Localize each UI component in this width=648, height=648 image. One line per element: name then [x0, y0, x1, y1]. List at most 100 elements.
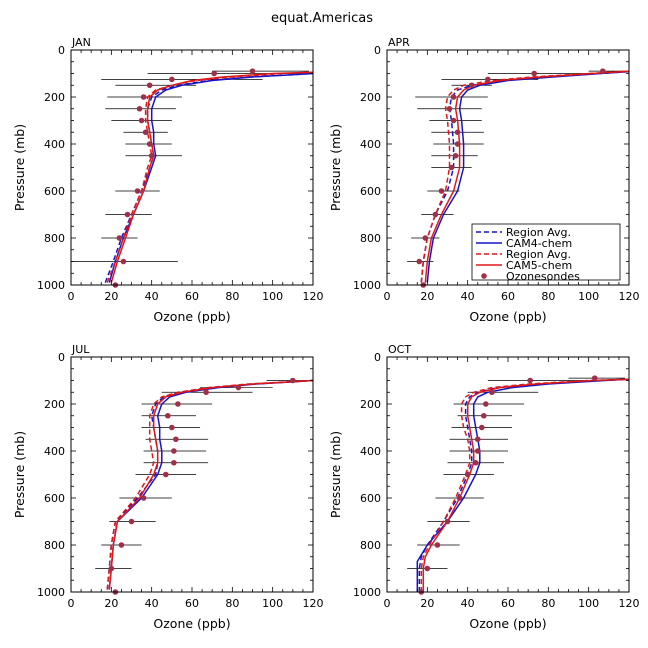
y-tick-label: 200	[360, 398, 381, 411]
y-axis-title: Pressure (mb)	[328, 431, 343, 518]
sonde-point	[173, 436, 179, 443]
sonde-point	[474, 448, 481, 454]
sonde-point	[483, 401, 489, 407]
sonde-point	[235, 384, 242, 391]
chart-panel-apr: 0 20 40 60 80 100 120 0 200 400 600 800 1000 Ozone (p…	[328, 36, 640, 324]
sonde-point	[478, 424, 485, 431]
sonde-point	[175, 401, 181, 407]
sonde-point	[290, 377, 296, 384]
x-axis-title: Ozone (ppb)	[469, 616, 546, 631]
sonde-point	[140, 495, 147, 501]
y-tick-label: 0	[374, 351, 381, 364]
y-axis-title: Pressure (mb)	[12, 124, 27, 211]
sonde-point	[165, 412, 171, 419]
x-tick-label: 20	[104, 290, 118, 303]
sonde-point	[452, 152, 459, 159]
x-tick-label: 80	[225, 597, 239, 610]
series-lines	[416, 378, 629, 592]
series-line-cam5-chem-cam5-chem	[108, 379, 313, 590]
sonde-point	[450, 117, 457, 124]
x-tick-label: 120	[619, 597, 640, 610]
x-tick-label: 60	[185, 290, 199, 303]
sonde-point	[203, 389, 209, 396]
figure-title: equat.Americas	[271, 11, 373, 26]
x-tick-label: 40	[145, 597, 159, 610]
y-tick-label: 200	[360, 91, 381, 104]
y-tick-label: 800	[360, 232, 381, 245]
y-tick-label: 400	[44, 445, 65, 458]
y-tick-label: 200	[44, 398, 65, 411]
sonde-point	[450, 94, 457, 100]
series-line-cam4-chem-cam4-chem	[108, 379, 313, 590]
x-tick-label: 60	[185, 597, 199, 610]
series-line-cam4-chem-cam4-chem	[426, 70, 629, 283]
sonde-point	[424, 565, 431, 572]
x-tick-label: 80	[225, 290, 239, 303]
sonde-point	[171, 448, 177, 454]
x-tick-label: 100	[578, 290, 599, 303]
sonde-point	[169, 424, 175, 431]
series-lines	[106, 379, 313, 590]
sonde-point	[591, 375, 598, 381]
y-tick-label: 600	[360, 492, 381, 505]
x-tick-label: 60	[501, 597, 515, 610]
x-axis-title: Ozone (ppb)	[153, 616, 230, 631]
x-tick-label: 100	[262, 597, 283, 610]
x-tick-label: 120	[619, 290, 640, 303]
series-line-region-avg-cam5-chem	[106, 379, 313, 590]
series-line-cam4-chem-cam4-chem	[108, 72, 313, 283]
ticks: 0 20 40 60 80 100 120 0 200 400 600 800 1000	[37, 44, 324, 303]
chart-panel-jul: 0 20 40 60 80 100 120 0 200 400 600 800 1000 Ozone (p…	[12, 343, 324, 631]
series-line-region-avg-cam5-chem	[420, 378, 629, 592]
x-tick-label: 0	[384, 597, 391, 610]
y-axis-title: Pressure (mb)	[328, 124, 343, 211]
panel-title: JAN	[71, 36, 91, 49]
y-tick-label: 800	[44, 232, 65, 245]
sonde-point	[485, 76, 491, 83]
sonde-point	[249, 68, 256, 74]
sonde-point	[468, 82, 475, 89]
y-tick-label: 0	[58, 44, 65, 57]
series-line-region-avg-cam4-chem	[104, 72, 313, 283]
y-tick-label: 1000	[37, 279, 65, 292]
series-lines	[104, 71, 313, 283]
sonde-point	[211, 70, 217, 77]
x-tick-label: 0	[68, 290, 75, 303]
y-tick-label: 1000	[37, 586, 65, 599]
ticks: 0 20 40 60 80 100 120 0 200 400 600 800 1000	[37, 351, 324, 610]
x-tick-label: 60	[501, 290, 515, 303]
sonde-point	[454, 129, 461, 136]
series-line-cam5-chem-cam5-chem	[110, 71, 313, 283]
sonde-point	[120, 258, 127, 265]
x-tick-label: 120	[303, 597, 324, 610]
sonde-markers	[418, 375, 598, 595]
sonde-point	[448, 164, 455, 171]
sonde-markers	[108, 377, 296, 595]
x-tick-label: 0	[384, 290, 391, 303]
sonde-point	[162, 471, 169, 478]
legend-marker	[481, 273, 487, 279]
sonde-point	[432, 211, 439, 218]
sonde-point	[128, 518, 135, 525]
x-tick-label: 20	[420, 290, 434, 303]
y-tick-label: 1000	[353, 586, 381, 599]
y-tick-label: 400	[44, 138, 65, 151]
y-tick-label: 600	[44, 492, 65, 505]
y-tick-label: 800	[44, 539, 65, 552]
sonde-point	[118, 542, 125, 548]
sonde-point	[146, 82, 153, 89]
sonde-point	[444, 518, 451, 525]
sonde-point	[140, 94, 147, 100]
sonde-markers	[416, 68, 606, 288]
x-tick-label: 0	[68, 597, 75, 610]
series-lines	[420, 70, 629, 283]
x-tick-label: 20	[420, 597, 434, 610]
sonde-point	[446, 105, 453, 112]
sonde-point	[599, 68, 606, 74]
y-tick-label: 400	[360, 445, 381, 458]
x-axis-title: Ozone (ppb)	[153, 309, 230, 324]
series-line-cam5-chem-cam5-chem	[424, 70, 629, 283]
series-line-region-avg-cam4-chem	[106, 379, 313, 590]
y-tick-label: 800	[360, 539, 381, 552]
